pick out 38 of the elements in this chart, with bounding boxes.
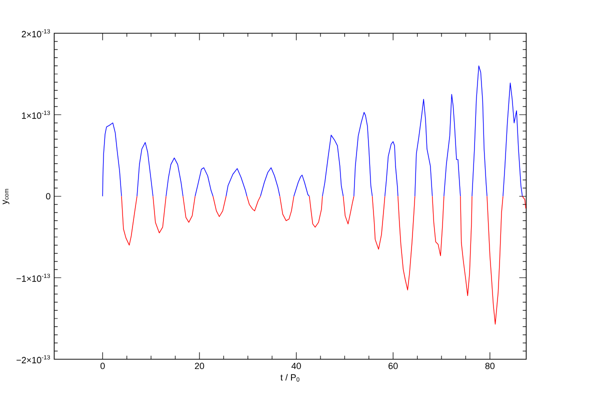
y-tick-label: −2×10$^{-13}$ xyxy=(16,355,50,364)
line-series xyxy=(384,141,398,197)
line-series xyxy=(102,122,122,197)
line-series xyxy=(444,94,461,197)
line-series xyxy=(226,168,248,197)
line-series xyxy=(121,196,138,246)
line-series xyxy=(472,66,488,197)
line-series xyxy=(460,196,472,296)
line-series xyxy=(322,134,344,197)
line-series xyxy=(182,196,196,223)
y-tick-label: −1×10$^{-13}$ xyxy=(16,274,50,282)
x-tick-label: 80 xyxy=(485,362,495,370)
x-tick-label: 0 xyxy=(100,362,105,370)
line-series xyxy=(502,82,523,197)
line-series xyxy=(414,98,433,197)
line-series xyxy=(372,196,386,250)
line-series xyxy=(279,196,294,222)
line-series xyxy=(260,167,280,197)
x-tick-label: 40 xyxy=(291,362,301,370)
line-series xyxy=(246,196,261,212)
x-axis-title: t / P$_{0}$ xyxy=(280,374,300,382)
y-tick-label: 1×10$^{-13}$ xyxy=(22,110,50,119)
x-tick-label: 20 xyxy=(194,362,204,370)
y-tick-label: 2×10$^{-13}$ xyxy=(22,29,50,38)
x-tick-label: 60 xyxy=(388,362,398,370)
y-tick-label: 0 xyxy=(46,193,50,200)
line-series xyxy=(152,196,166,234)
line-series xyxy=(342,196,354,224)
line-series xyxy=(166,158,184,197)
line-series xyxy=(398,196,416,290)
line-series xyxy=(194,167,214,197)
line-series xyxy=(294,174,310,197)
y-axis-title: y$_{com}$ xyxy=(2,188,10,204)
line-series xyxy=(309,196,323,228)
line-series xyxy=(354,112,373,197)
line-series xyxy=(136,142,154,197)
line-series xyxy=(432,196,444,256)
line-series xyxy=(486,196,504,325)
